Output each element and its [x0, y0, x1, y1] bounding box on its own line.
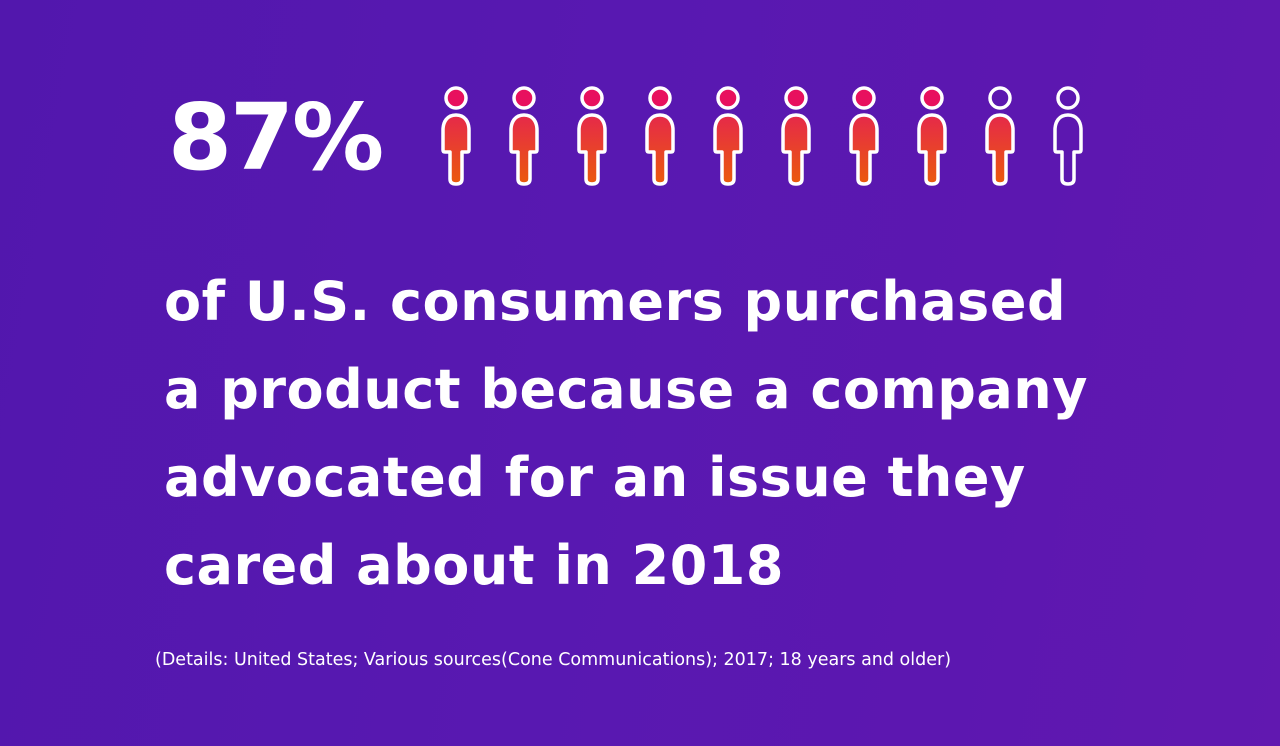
headline-line: advocated for an issue they	[164, 446, 1026, 509]
source-footnote: (Details: United States; Various sources…	[155, 650, 952, 670]
person-icon	[849, 86, 879, 186]
headline: of U.S. consumers purchased a product be…	[164, 258, 1164, 610]
person-icon	[1053, 86, 1083, 186]
person-icon	[577, 86, 607, 186]
person-icon	[441, 86, 471, 186]
person-icon	[781, 86, 811, 186]
pictograph	[438, 84, 1086, 188]
person-icon	[985, 86, 1015, 186]
headline-line: cared about in 2018	[164, 534, 784, 597]
headline-line: of U.S. consumers purchased	[164, 270, 1067, 333]
person-icon	[713, 86, 743, 186]
person-icon	[509, 86, 539, 186]
stat-value: 87%	[168, 84, 384, 191]
headline-line: a product because a company	[164, 358, 1088, 421]
person-icon	[645, 86, 675, 186]
person-icon	[917, 86, 947, 186]
